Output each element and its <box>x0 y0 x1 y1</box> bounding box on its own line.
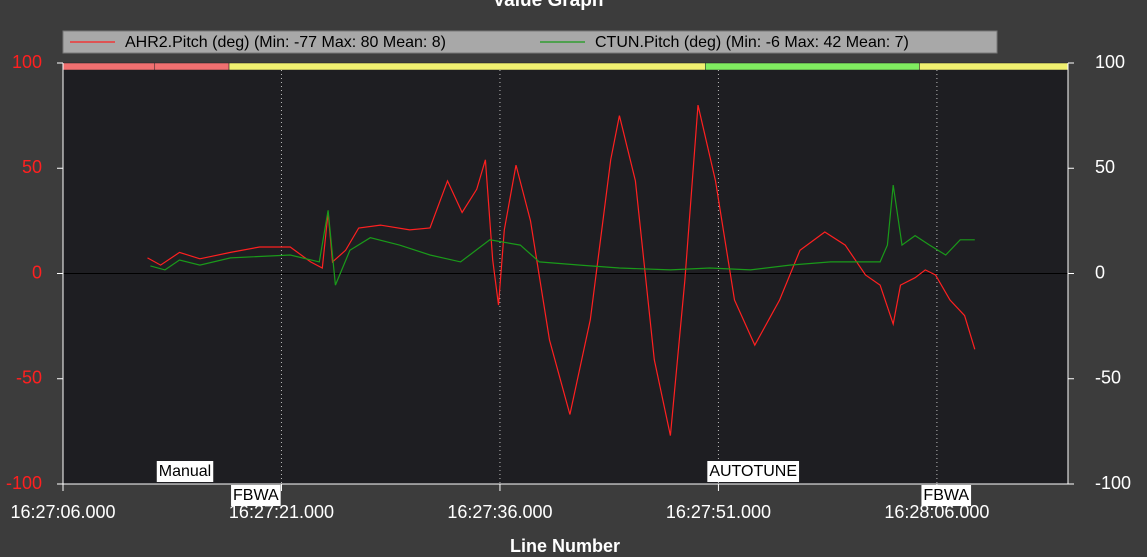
mode-band <box>919 62 1069 71</box>
x-tick-label: 16:27:06.000 <box>10 502 115 522</box>
mode-label-box <box>156 461 214 482</box>
legend-label: AHR2.Pitch (deg) (Min: -77 Max: 80 Mean:… <box>125 34 446 51</box>
mode-label-box <box>707 461 800 482</box>
y2-tick-label: 0 <box>1095 262 1105 282</box>
mode-label-box <box>231 485 281 506</box>
legend-label: CTUN.Pitch (deg) (Min: -6 Max: 42 Mean: … <box>595 34 909 51</box>
mode-label: FBWA <box>233 487 279 504</box>
y2-tick-label: 50 <box>1095 157 1115 177</box>
x-axis-title: Line Number <box>510 536 620 556</box>
mode-band <box>228 62 706 71</box>
y2-tick-label: -50 <box>1095 368 1121 388</box>
x-tick-label: 16:28:06.000 <box>884 502 989 522</box>
x-tick-label: 16:27:21.000 <box>229 502 334 522</box>
series-line <box>147 104 976 436</box>
y-tick-label: 0 <box>32 262 42 282</box>
mode-band <box>705 62 920 71</box>
mode-label: AUTOTUNE <box>709 463 797 480</box>
mode-label: FBWA <box>923 487 969 504</box>
mode-label-box <box>921 485 972 506</box>
legend <box>62 30 998 54</box>
y2-tick-label: 100 <box>1095 52 1125 72</box>
chart-title: Value Graph <box>493 0 604 11</box>
y-tick-label: -50 <box>16 368 42 388</box>
x-tick-label: 16:27:51.000 <box>666 502 771 522</box>
mode-band <box>154 62 230 71</box>
mode-label: Manual <box>159 463 211 480</box>
y-tick-label: 100 <box>12 52 42 72</box>
y-tick-label: -100 <box>6 473 42 493</box>
x-tick-label: 16:27:36.000 <box>447 502 552 522</box>
y-tick-label: 50 <box>22 157 42 177</box>
mode-band <box>62 62 156 71</box>
y2-tick-label: -100 <box>1095 473 1131 493</box>
series-line <box>150 185 975 286</box>
